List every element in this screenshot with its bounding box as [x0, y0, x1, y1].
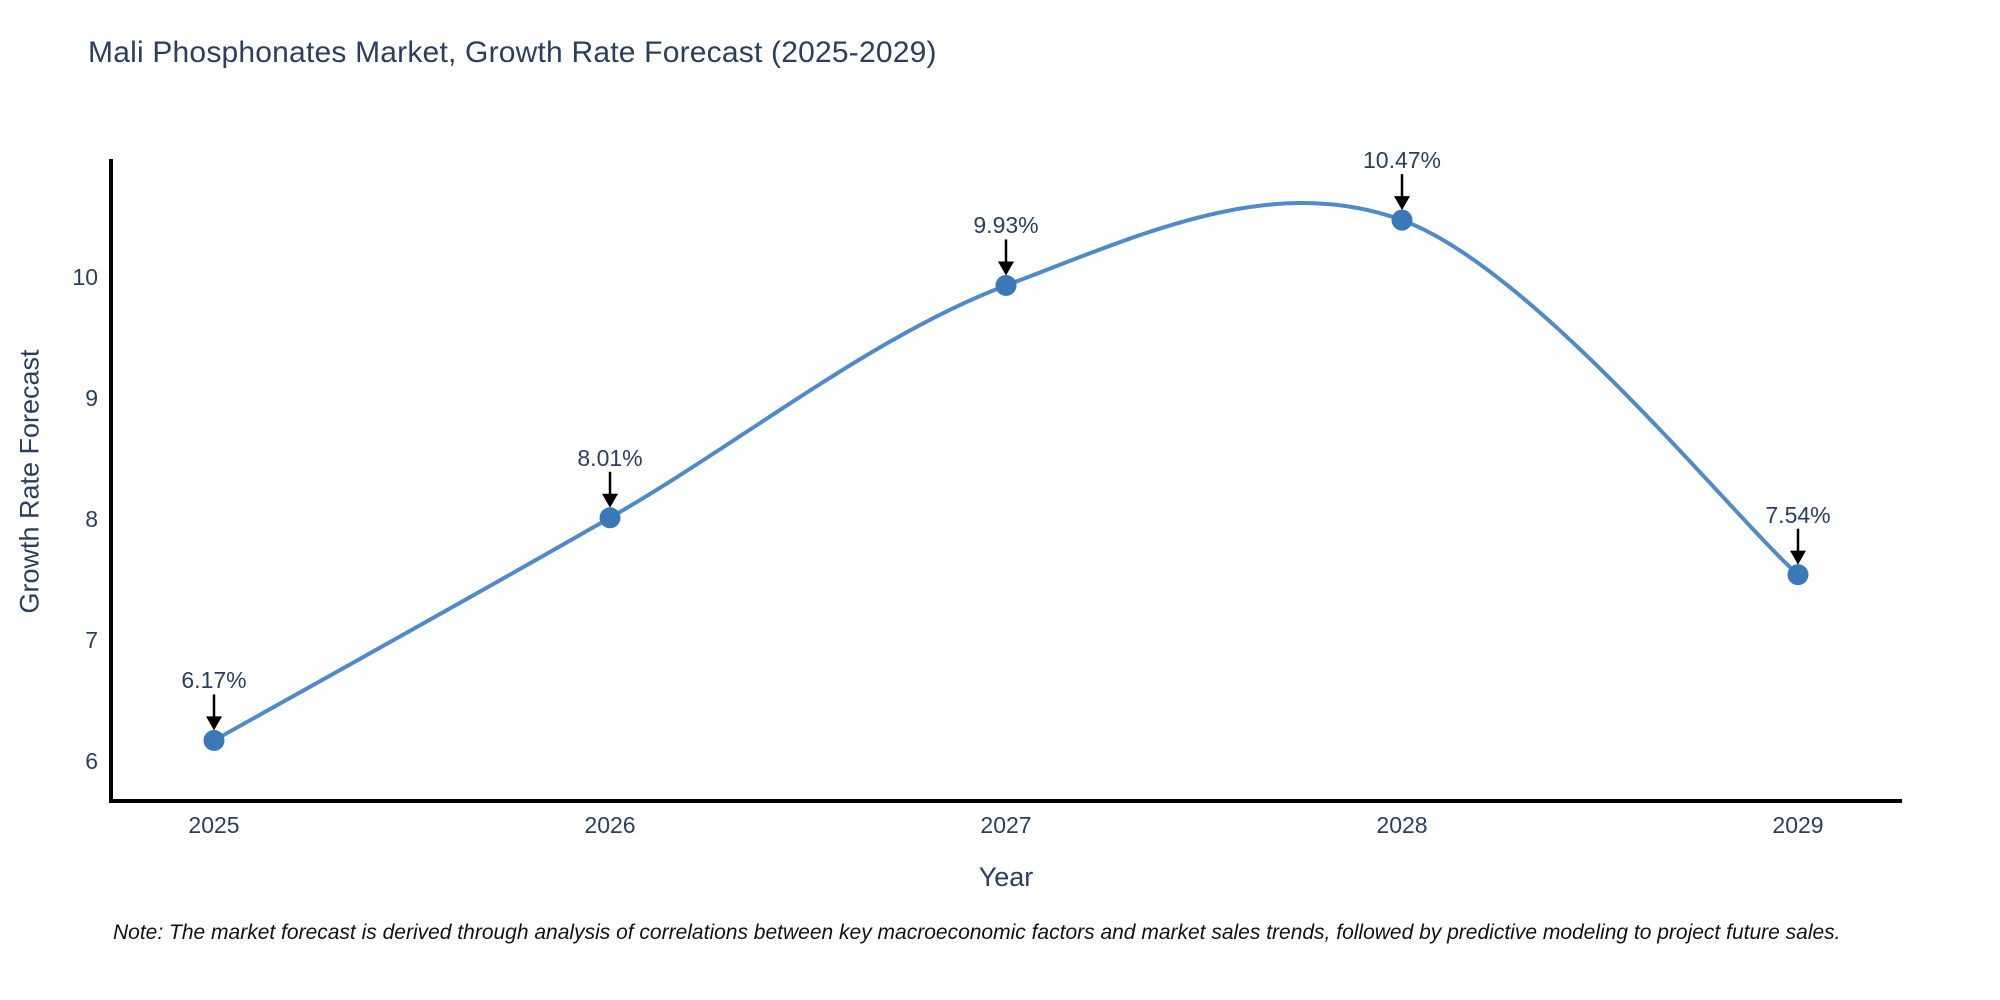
y-tick-label: 8: [85, 506, 98, 532]
y-axis-spine: [109, 159, 113, 803]
data-point-value-label: 8.01%: [577, 444, 643, 471]
data-point-marker: [1391, 209, 1413, 231]
x-tick-label: 2026: [584, 812, 636, 838]
annotation-arrow-head: [1394, 196, 1410, 211]
y-tick-label: 10: [72, 264, 98, 290]
data-point-value-label: 10.47%: [1362, 147, 1442, 174]
data-point-marker: [599, 507, 621, 529]
x-tick-label: 2029: [1772, 812, 1824, 838]
annotation-arrow-head: [602, 493, 618, 508]
annotation-arrow-head: [998, 261, 1014, 276]
data-point-value-label: 9.93%: [973, 212, 1039, 239]
annotation-arrow-head: [1790, 550, 1806, 565]
footnote: Note: The market forecast is derived thr…: [113, 921, 1841, 944]
data-point-value-label: 7.54%: [1765, 501, 1831, 528]
data-point-marker: [1787, 564, 1809, 586]
data-point-marker: [995, 274, 1017, 296]
annotation-arrow-head: [206, 716, 222, 731]
y-tick-label: 6: [85, 748, 98, 774]
x-axis-title: Year: [978, 862, 1034, 892]
x-tick-label: 2025: [188, 812, 240, 838]
data-point-value-label: 6.17%: [181, 667, 247, 694]
chart-title: Mali Phosphonates Market, Growth Rate Fo…: [88, 36, 937, 69]
y-tick-label: 7: [85, 627, 98, 653]
x-tick-label: 2027: [980, 812, 1032, 838]
data-point-marker: [203, 729, 225, 751]
y-tick-label: 9: [85, 385, 98, 411]
x-axis-spine: [109, 799, 1902, 803]
x-tick-label: 2028: [1376, 812, 1428, 838]
